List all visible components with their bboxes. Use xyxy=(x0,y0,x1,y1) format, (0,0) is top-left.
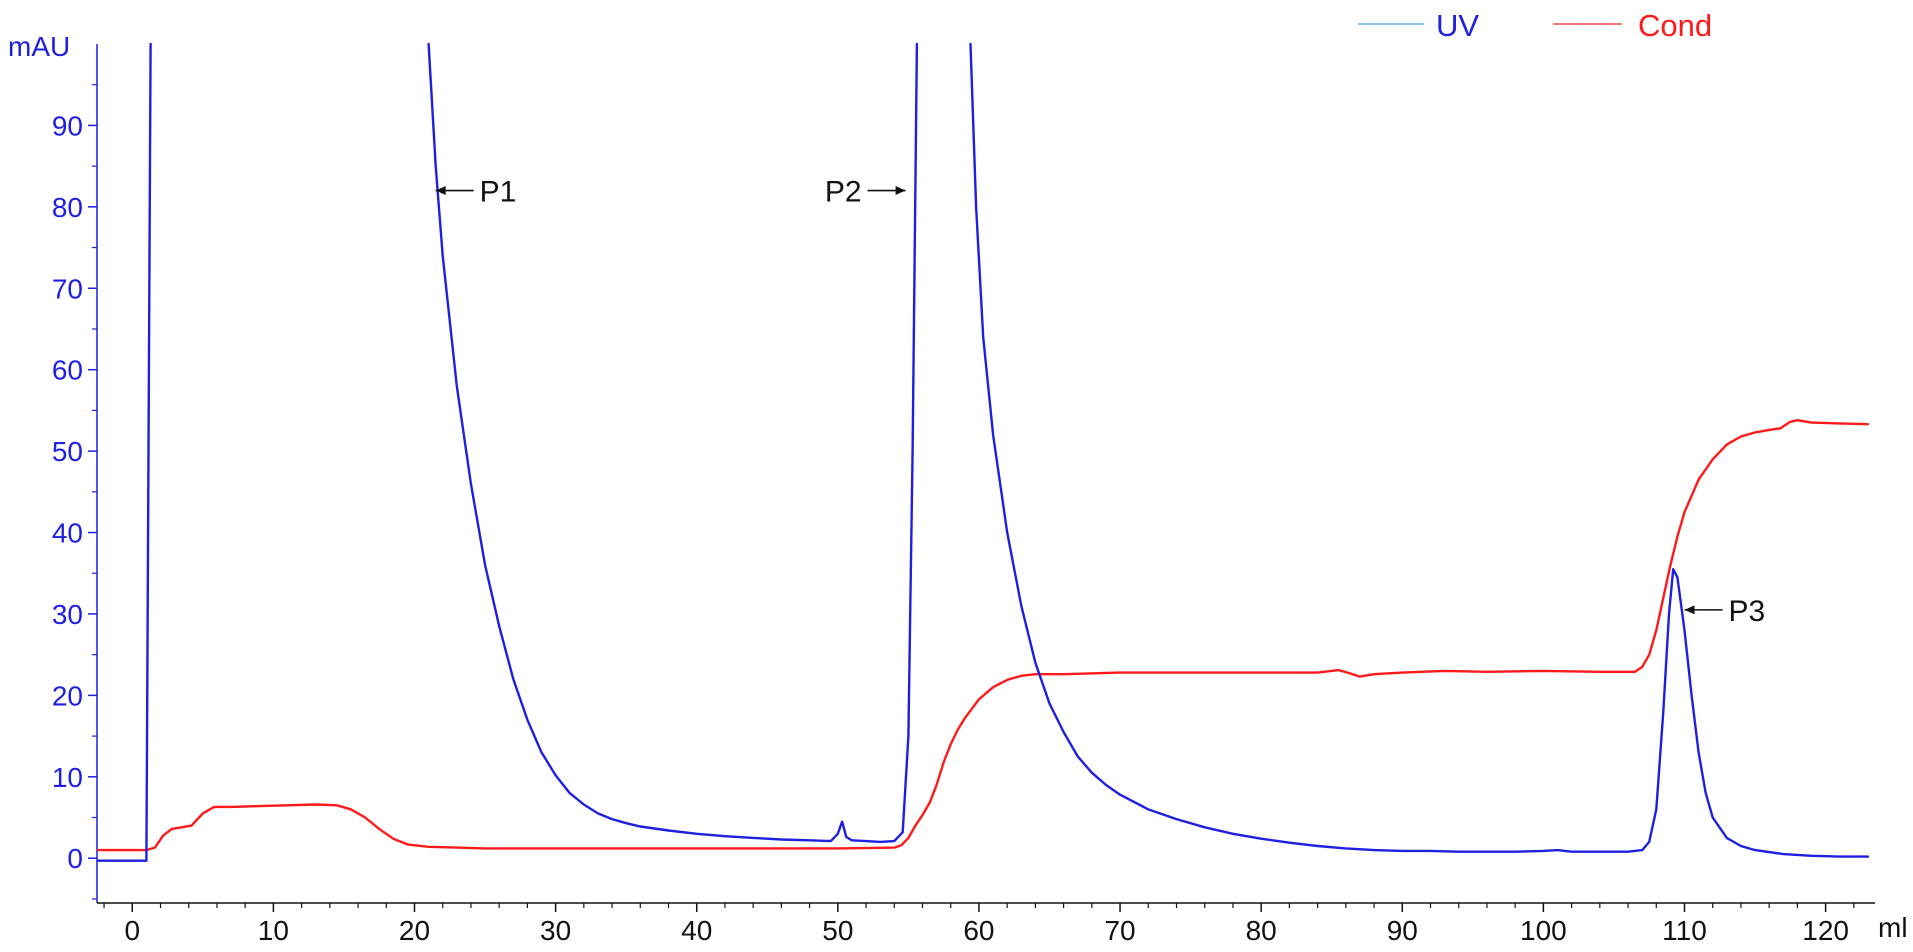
annotation-arrowhead xyxy=(1684,605,1695,615)
x-ticks: 0 10 20 30 40 50 60 70 80 90 100 110 120 xyxy=(103,903,1855,946)
y-tick-label: 40 xyxy=(52,518,83,549)
y-tick-label: 20 xyxy=(52,680,83,711)
y-tick-label: 10 xyxy=(52,762,83,793)
legend-cond-label: Cond xyxy=(1638,8,1712,43)
x-tick-label: 10 xyxy=(258,915,289,946)
x-tick-label: 60 xyxy=(963,915,994,946)
y-ticks: 0 10 20 30 40 50 60 70 80 90 xyxy=(52,84,97,900)
annotation-arrowhead xyxy=(435,186,446,196)
annotation-layer: P1 P2 P3 xyxy=(435,176,1766,628)
x-tick-label: 0 xyxy=(124,915,140,946)
y-tick-label: 90 xyxy=(52,110,83,141)
x-tick-label: 40 xyxy=(681,915,712,946)
annotation-p1: P1 xyxy=(435,176,517,209)
annotation-p3: P3 xyxy=(1684,595,1766,628)
axes: 0 10 20 30 40 50 60 70 80 90 0 10 20 30 40 50 60 70 80 90 1… xyxy=(52,44,1875,946)
annotation-label: P1 xyxy=(480,176,517,209)
x-tick-label: 30 xyxy=(540,915,571,946)
annotation-arrowhead xyxy=(895,186,906,196)
x-tick-label: 120 xyxy=(1802,915,1849,946)
y-tick-label: 30 xyxy=(52,599,83,630)
x-tick-label: 90 xyxy=(1387,915,1418,946)
x-tick-label: 70 xyxy=(1104,915,1135,946)
y-tick-label: 0 xyxy=(67,843,83,874)
y-tick-label: 80 xyxy=(52,192,83,223)
y-tick-label: 60 xyxy=(52,355,83,386)
y-axis-label: mAU xyxy=(8,31,70,62)
legend-uv-label: UV xyxy=(1436,8,1479,43)
legend: UV Cond xyxy=(1358,8,1712,43)
annotation-label: P3 xyxy=(1729,595,1766,628)
series-line-uv xyxy=(97,42,1870,862)
series-layer xyxy=(97,42,1870,862)
x-tick-label: 80 xyxy=(1246,915,1277,946)
y-tick-label: 70 xyxy=(52,273,83,304)
annotation-p2: P2 xyxy=(825,176,906,209)
x-tick-label: 20 xyxy=(399,915,430,946)
x-tick-label: 100 xyxy=(1520,915,1567,946)
x-axis-label: ml xyxy=(1878,912,1908,943)
annotation-label: P2 xyxy=(825,176,862,209)
x-tick-label: 110 xyxy=(1662,915,1707,946)
series-line-cond xyxy=(97,419,1870,852)
x-tick-label: 50 xyxy=(822,915,853,946)
y-tick-label: 50 xyxy=(52,436,83,467)
